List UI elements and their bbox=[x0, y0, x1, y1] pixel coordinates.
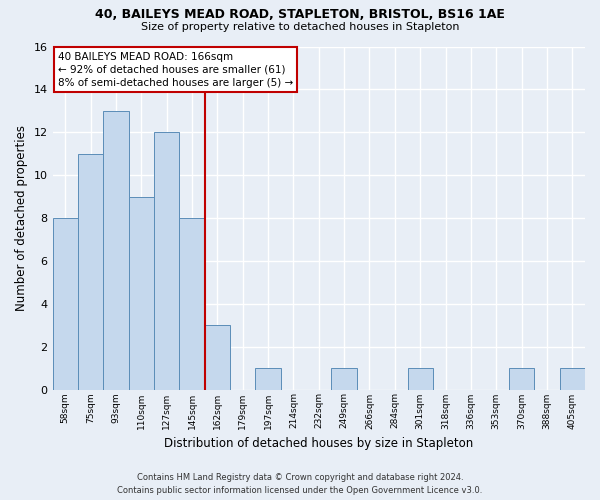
Text: 40, BAILEYS MEAD ROAD, STAPLETON, BRISTOL, BS16 1AE: 40, BAILEYS MEAD ROAD, STAPLETON, BRISTO… bbox=[95, 8, 505, 20]
Bar bbox=[407, 368, 433, 390]
Text: Contains HM Land Registry data © Crown copyright and database right 2024.
Contai: Contains HM Land Registry data © Crown c… bbox=[118, 474, 482, 495]
Bar bbox=[128, 196, 154, 390]
Bar bbox=[256, 368, 281, 390]
Bar bbox=[53, 218, 78, 390]
Bar bbox=[179, 218, 205, 390]
Bar bbox=[560, 368, 585, 390]
Text: 40 BAILEYS MEAD ROAD: 166sqm
← 92% of detached houses are smaller (61)
8% of sem: 40 BAILEYS MEAD ROAD: 166sqm ← 92% of de… bbox=[58, 52, 293, 88]
Bar bbox=[154, 132, 179, 390]
Bar bbox=[78, 154, 103, 390]
Bar bbox=[103, 111, 128, 390]
Y-axis label: Number of detached properties: Number of detached properties bbox=[15, 125, 28, 311]
Text: Size of property relative to detached houses in Stapleton: Size of property relative to detached ho… bbox=[141, 22, 459, 32]
X-axis label: Distribution of detached houses by size in Stapleton: Distribution of detached houses by size … bbox=[164, 437, 473, 450]
Bar bbox=[331, 368, 357, 390]
Bar bbox=[509, 368, 534, 390]
Bar bbox=[205, 325, 230, 390]
